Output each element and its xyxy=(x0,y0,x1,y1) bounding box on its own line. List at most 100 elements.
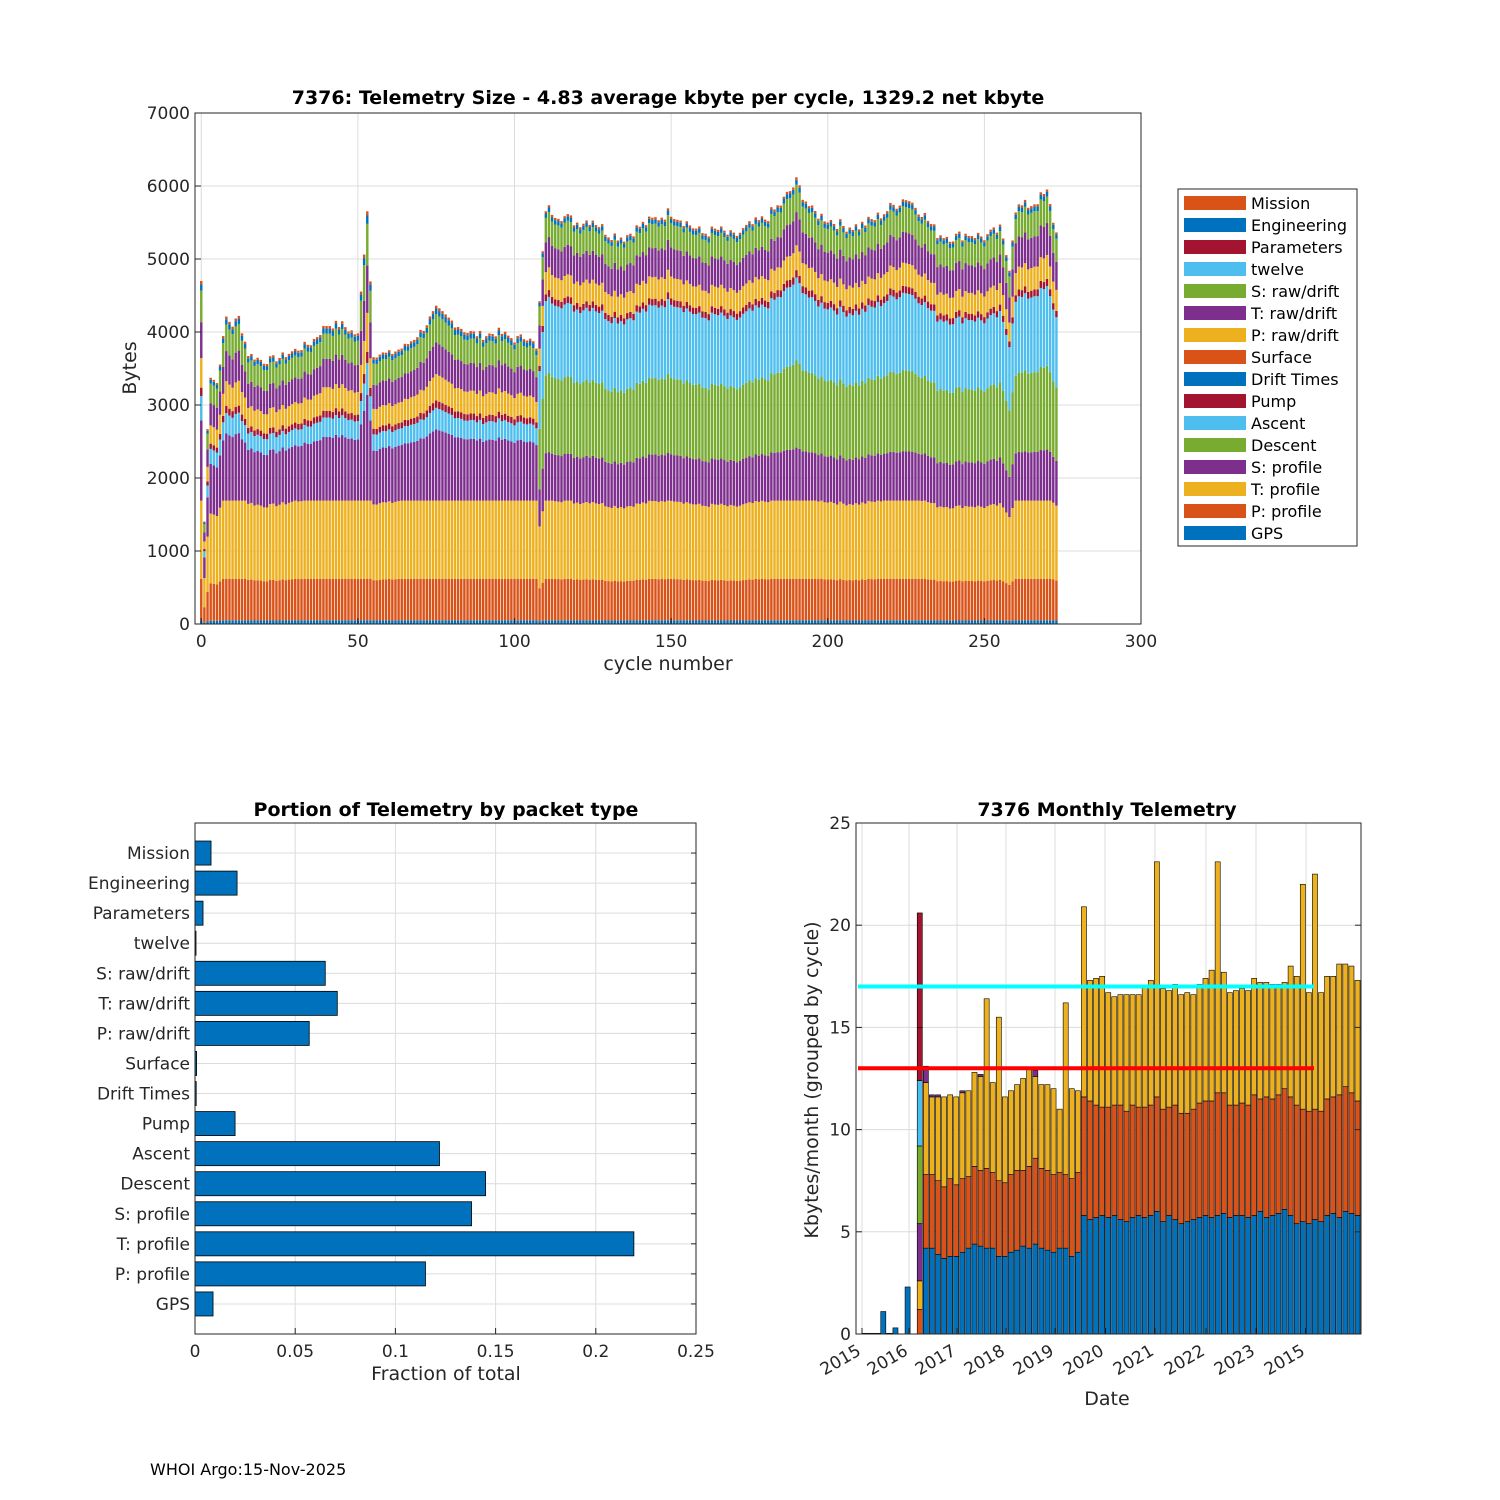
top-bar-segment xyxy=(419,438,422,501)
top-bar-segment xyxy=(710,228,714,233)
top-bar-segment xyxy=(444,432,447,501)
bl-category-label: Pump xyxy=(142,1115,190,1135)
top-bar-segment xyxy=(632,581,635,621)
br-bar-segment xyxy=(1038,1247,1045,1335)
top-bar-segment xyxy=(582,303,585,311)
top-bar-segment xyxy=(563,304,566,378)
top-bar-segment xyxy=(547,452,551,501)
top-bar-segment xyxy=(209,620,212,624)
top-bar-segment xyxy=(948,324,952,393)
top-bar-segment xyxy=(716,259,720,288)
top-bar-segment xyxy=(951,508,955,582)
top-bar-segment xyxy=(347,363,350,391)
top-bar-segment xyxy=(889,451,892,501)
top-bar-segment xyxy=(698,579,701,621)
top-bar-segment xyxy=(773,240,776,271)
top-bar-segment xyxy=(989,504,992,581)
top-bar-segment xyxy=(826,302,829,310)
top-bar-segment xyxy=(547,620,551,624)
top-bar-segment xyxy=(691,459,695,505)
top-bar-segment xyxy=(945,243,949,267)
top-bar-segment xyxy=(341,323,344,330)
top-bar-segment xyxy=(594,311,598,383)
top-bar-segment xyxy=(911,295,914,372)
top-bar-segment xyxy=(795,245,798,271)
top-bar-segment xyxy=(547,372,551,453)
top-bar-segment xyxy=(331,500,335,579)
top-bar-segment xyxy=(475,620,479,624)
top-bar-segment xyxy=(528,345,532,370)
top-bar-segment xyxy=(757,301,761,308)
top-bar-segment xyxy=(713,258,717,287)
top-bar-segment xyxy=(882,296,886,304)
top-bar-segment xyxy=(933,620,936,624)
top-bar-segment xyxy=(381,425,385,431)
top-bar-segment xyxy=(976,620,980,624)
top-bar-segment xyxy=(1017,206,1021,212)
top-bar-segment xyxy=(973,507,977,582)
top-bar-segment xyxy=(817,579,820,621)
top-bar-segment xyxy=(983,240,986,243)
top-bar-segment xyxy=(557,225,560,250)
top-bar-segment xyxy=(560,223,563,228)
top-bar-segment xyxy=(413,396,416,418)
top-bar-segment xyxy=(651,501,654,579)
br-bar-segment xyxy=(1245,1104,1251,1218)
top-bar-segment xyxy=(973,244,977,268)
br-bar-segment xyxy=(1117,1104,1124,1220)
top-bar-segment xyxy=(541,468,544,512)
top-bar-segment xyxy=(673,300,676,307)
top-bar-segment xyxy=(572,231,576,256)
br-bar-segment xyxy=(1032,1157,1039,1245)
top-bar-segment xyxy=(857,504,861,581)
top-bar-segment xyxy=(917,500,920,579)
top-bar-segment xyxy=(914,269,917,292)
top-bar-segment xyxy=(544,217,548,243)
top-bar-segment xyxy=(438,409,441,431)
top-bar-segment xyxy=(616,296,620,318)
top-bar-segment xyxy=(594,503,598,580)
top-bar-segment xyxy=(647,500,651,579)
top-bar-segment xyxy=(209,403,212,426)
top-bar-segment xyxy=(450,620,454,624)
top-bar-segment xyxy=(1001,620,1005,624)
top-bar-segment xyxy=(303,418,306,426)
top-bar-segment xyxy=(911,209,914,235)
br-bar-segment xyxy=(935,1180,941,1255)
top-bar-segment xyxy=(779,578,782,621)
top-bar-segment xyxy=(444,411,447,433)
top-bar-segment xyxy=(945,314,949,321)
top-bar-segment xyxy=(444,379,447,405)
br-bar-segment xyxy=(1202,1100,1209,1216)
top-bar-segment xyxy=(604,388,607,462)
top-bar-segment xyxy=(980,389,983,463)
top-bar-segment xyxy=(835,286,839,309)
top-bar-segment xyxy=(497,360,501,389)
top-ytick-label: 1000 xyxy=(147,542,190,562)
top-bar-segment xyxy=(763,278,767,301)
top-bar-segment xyxy=(917,214,920,217)
top-bar-segment xyxy=(550,578,554,621)
top-bar-segment xyxy=(751,226,754,231)
top-bar-segment xyxy=(895,215,898,241)
top-bar-segment xyxy=(450,328,454,355)
top-bar-segment xyxy=(588,311,591,383)
top-bar-segment xyxy=(353,365,356,393)
top-bar-segment xyxy=(250,381,253,407)
br-bar-segment xyxy=(1257,1098,1264,1212)
br-bar-segment xyxy=(977,1074,984,1077)
top-bar-segment xyxy=(225,324,228,352)
top-bar-segment xyxy=(253,452,256,506)
top-bar-segment xyxy=(378,361,382,383)
top-bar-segment xyxy=(954,580,958,621)
br-xtick-label: 2022 xyxy=(1161,1341,1208,1380)
top-bar-segment xyxy=(209,383,212,404)
top-bar-segment xyxy=(334,320,338,324)
top-bar-segment xyxy=(510,500,513,579)
top-bar-segment xyxy=(206,433,209,450)
top-bar-segment xyxy=(250,432,253,449)
top-bar-segment xyxy=(491,341,494,366)
top-bar-segment xyxy=(488,439,491,501)
top-bar-segment xyxy=(1008,620,1011,624)
